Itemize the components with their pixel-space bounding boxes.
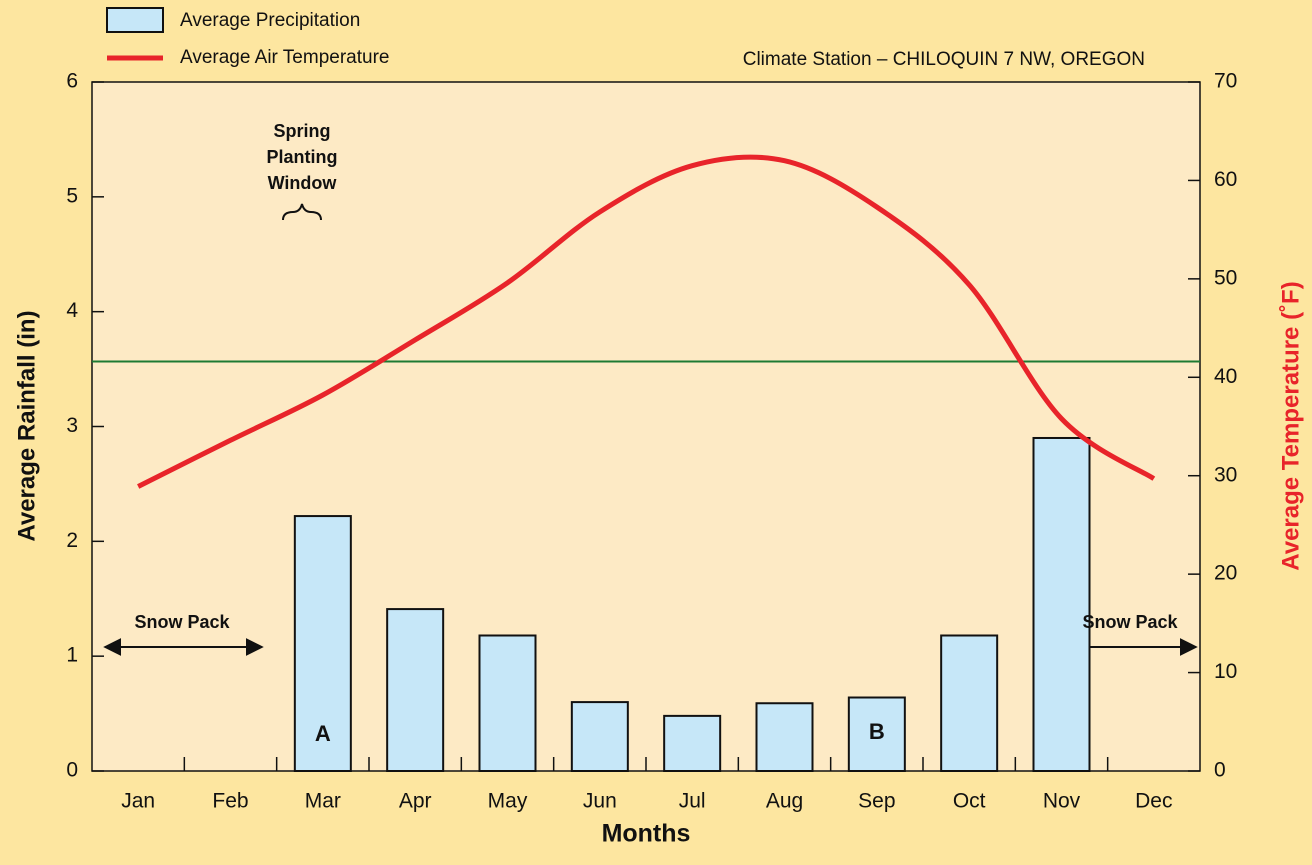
bar bbox=[940, 634, 999, 772]
y-tick-label: 3 bbox=[66, 414, 78, 437]
x-tick-label: Sep bbox=[858, 790, 895, 813]
y2-tick-label: 40 bbox=[1214, 365, 1237, 388]
annotation: A bbox=[315, 721, 331, 746]
legend-label: Average Precipitation bbox=[180, 10, 360, 31]
y2-tick-label: 50 bbox=[1214, 266, 1237, 289]
bar bbox=[386, 608, 445, 773]
x-tick-label: Feb bbox=[212, 790, 248, 813]
bar bbox=[293, 515, 352, 772]
y2-tick-label: 60 bbox=[1214, 168, 1237, 191]
bar bbox=[570, 701, 629, 772]
y-tick-label: 0 bbox=[66, 759, 78, 782]
x-tick-label: Apr bbox=[399, 790, 432, 813]
x-axis-label: Months bbox=[602, 820, 691, 848]
x-tick-label: Jul bbox=[679, 790, 706, 813]
bar bbox=[1032, 436, 1091, 772]
line bbox=[137, 154, 1156, 489]
y-tick-label: 4 bbox=[66, 299, 78, 322]
x-tick-label: Aug bbox=[766, 790, 803, 813]
chart-title: Climate Station – CHILOQUIN 7 NW, OREGON bbox=[743, 49, 1145, 70]
annotation: Spring bbox=[274, 121, 331, 141]
y-tick-label: 2 bbox=[66, 529, 78, 552]
bar bbox=[755, 702, 814, 773]
y2-tick-label: 10 bbox=[1214, 660, 1237, 683]
x-tick-label: Nov bbox=[1043, 790, 1081, 813]
legend-swatch bbox=[106, 7, 164, 33]
y-tick-label: 6 bbox=[66, 70, 78, 93]
x-tick-label: May bbox=[488, 790, 528, 813]
y-axis-label: Average Rainfall (in) bbox=[13, 310, 40, 541]
y2-tick-label: 20 bbox=[1214, 562, 1237, 585]
legend-label: Average Air Temperature bbox=[180, 47, 389, 68]
bar bbox=[478, 634, 537, 772]
annotation: Snow Pack bbox=[134, 612, 230, 632]
annotation: Snow Pack bbox=[1082, 612, 1178, 632]
y2-tick-label: 30 bbox=[1214, 463, 1237, 486]
brace bbox=[282, 203, 322, 221]
bar bbox=[847, 696, 906, 772]
annotation: Planting bbox=[267, 147, 338, 167]
y-tick-label: 1 bbox=[66, 644, 78, 667]
x-tick-label: Dec bbox=[1135, 790, 1172, 813]
y2-tick-label: 70 bbox=[1214, 70, 1237, 93]
x-tick-label: Jun bbox=[583, 790, 617, 813]
annotation: Window bbox=[268, 173, 338, 193]
annotation: B bbox=[869, 719, 885, 744]
x-tick-label: Jan bbox=[121, 790, 155, 813]
plot-area bbox=[91, 81, 1201, 772]
y-tick-label: 5 bbox=[66, 184, 78, 207]
y2-tick-label: 0 bbox=[1214, 759, 1226, 782]
x-tick-label: Oct bbox=[953, 790, 986, 813]
bar bbox=[663, 714, 722, 773]
y2-axis-label: Average Temperature (˚F) bbox=[1277, 281, 1304, 570]
x-tick-label: Mar bbox=[305, 790, 341, 813]
